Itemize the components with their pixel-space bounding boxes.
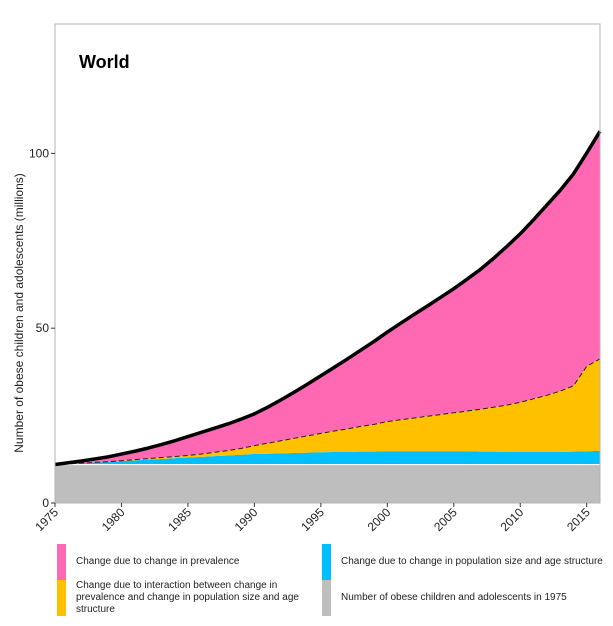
x-tick-label: 1985	[165, 505, 194, 534]
area-layers	[55, 131, 600, 503]
legend-item-population: Change due to change in population size …	[322, 544, 606, 580]
legend-swatch-population	[322, 544, 331, 580]
legend-label-prevalence: Change due to change in prevalence	[76, 556, 240, 567]
plot-border	[54, 23, 601, 504]
x-tick-label: 2010	[498, 505, 527, 534]
legend-swatch-prevalence	[57, 544, 66, 580]
legend-item-interaction: Change due to interaction between change…	[57, 580, 321, 616]
legend-label-population: Change due to change in population size …	[341, 556, 603, 567]
area-number-of-obese-children-and-adolescents-in-1975	[55, 464, 600, 503]
total-line	[54, 130, 602, 467]
legend-label-interaction: Change due to interaction between change…	[76, 580, 299, 615]
y-axis-label: Number of obese children and adolescents…	[12, 173, 26, 452]
chart: 1975 1980 1985 1990 1995 2000 2005 2010 20150501…	[12, 23, 602, 534]
series-lines	[54, 130, 602, 467]
area-change-due-to-change-in-prevalence	[55, 131, 600, 465]
interaction-boundary-dashed-line	[54, 358, 601, 466]
x-tick-label: 1980	[99, 505, 128, 534]
x-tick-label: 2005	[431, 505, 460, 534]
y-tick-label: 100	[29, 146, 49, 160]
legend-label-baseline-1975: Number of obese children and adolescents…	[341, 592, 567, 603]
x-tick-label: 2000	[365, 505, 394, 534]
legend-item-baseline-1975: Number of obese children and adolescents…	[322, 580, 606, 616]
legend: Change due to change in prevalence Chang…	[0, 540, 613, 626]
legend-swatch-interaction	[57, 580, 66, 616]
x-tick-label: 1990	[232, 505, 261, 534]
x-tick-label: 1995	[298, 505, 327, 534]
y-tick-label: 50	[36, 321, 50, 335]
chart-title: World	[79, 52, 130, 72]
area-change-due-to-change-in-population-size-and-age-structure	[55, 450, 600, 465]
legend-swatch-baseline-1975	[322, 580, 331, 616]
area-change-due-to-interaction-between-change-in-prevalence-and-change-in-population-size-and-age-structure	[55, 358, 600, 465]
x-tick-label: 2015	[564, 505, 593, 534]
y-tick-label: 0	[42, 496, 49, 510]
legend-item-prevalence: Change due to change in prevalence	[57, 544, 326, 580]
